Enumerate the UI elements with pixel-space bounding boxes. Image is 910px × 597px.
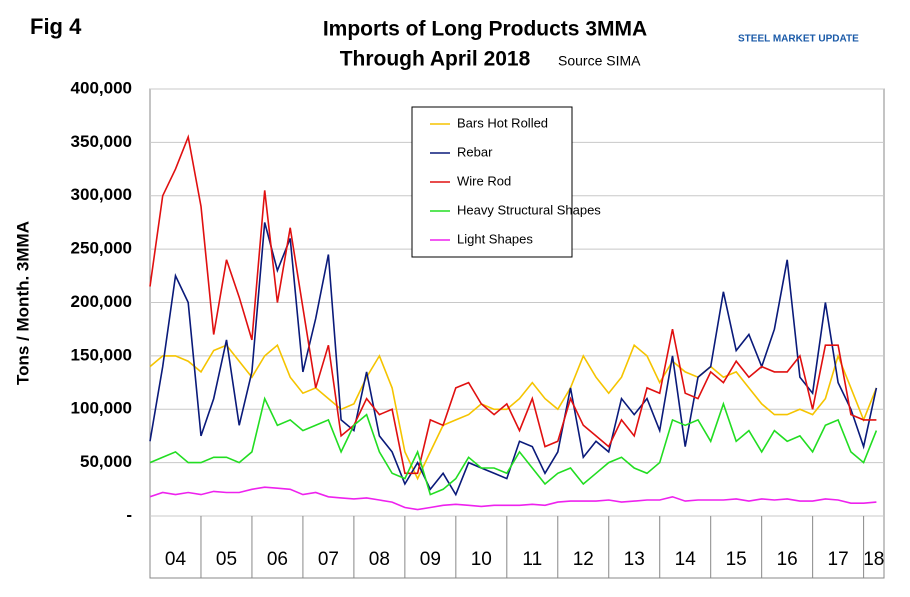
- x-tick-label: 16: [777, 549, 798, 570]
- legend-label: Rebar: [457, 144, 493, 159]
- x-tick-label: 08: [369, 549, 390, 570]
- x-tick-label: 05: [216, 549, 237, 570]
- x-tick-label: 18: [863, 549, 884, 570]
- x-tick-label: 06: [267, 549, 288, 570]
- y-axis-label: Tons / Month. 3MMA: [13, 221, 32, 385]
- x-tick-label: 17: [828, 549, 849, 570]
- series-line: [149, 486, 877, 511]
- y-tick-label: 50,000: [80, 452, 132, 471]
- y-tick-label: 100,000: [71, 399, 132, 418]
- logo: STEEL MARKET UPDATE: [738, 34, 859, 45]
- legend-label: Wire Rod: [457, 173, 511, 188]
- legend-label: Light Shapes: [457, 231, 533, 246]
- y-tick-label: 350,000: [71, 132, 132, 151]
- chart-title: Imports of Long Products 3MMA: [323, 18, 647, 41]
- x-tick-label: 12: [573, 549, 594, 570]
- series-line: [149, 134, 877, 475]
- x-tick-label: 13: [624, 549, 645, 570]
- x-tick-label: 15: [726, 549, 747, 570]
- series-line: [149, 396, 878, 496]
- x-tick-label: 09: [420, 549, 441, 570]
- x-tick-label: 10: [471, 549, 492, 570]
- y-tick-label: 250,000: [71, 239, 132, 258]
- y-tick-label: 150,000: [71, 345, 132, 364]
- y-tick-label: -: [126, 505, 132, 524]
- y-tick-label: 400,000: [71, 78, 132, 97]
- y-tick-label: 300,000: [71, 185, 132, 204]
- fig-label: Fig 4: [30, 14, 82, 39]
- series-line: [149, 343, 878, 481]
- y-tick-label: 200,000: [71, 292, 132, 311]
- source: Source SIMA: [558, 53, 641, 69]
- chart-subtitle: Through April 2018: [340, 48, 531, 71]
- x-tick-label: 07: [318, 549, 339, 570]
- legend-label: Bars Hot Rolled: [457, 115, 548, 130]
- x-tick-label: 04: [165, 549, 187, 570]
- x-tick-label: 11: [522, 549, 542, 570]
- legend-label: Heavy Structural Shapes: [457, 202, 601, 217]
- x-tick-label: 14: [675, 549, 697, 570]
